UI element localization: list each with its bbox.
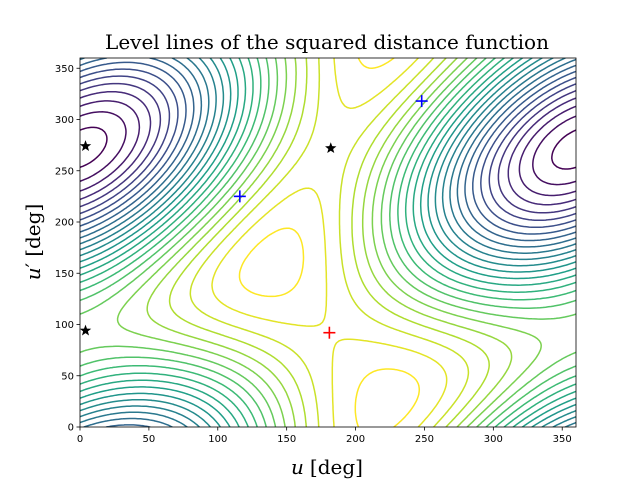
contour-level [80,58,576,427]
contour-level [189,58,470,427]
contour-level [80,58,576,427]
contour-lines [80,58,576,427]
contour-level [80,75,576,222]
contour-level [211,58,448,427]
x-tick-label: 0 [77,434,83,445]
contour-level [80,58,576,427]
y-tick-label: 50 [61,371,74,382]
contour-level [116,58,542,427]
contour-level [80,58,576,427]
contour-level [168,58,490,427]
contour-level [80,61,576,235]
y-axis-label: u′ [deg] [21,204,45,280]
contour-level [80,90,576,206]
y-tick-label: 200 [55,218,74,229]
x-tick-label: 300 [484,434,503,445]
star-marker [79,324,92,336]
contour-level [238,58,421,427]
y-axis-unit: [deg] [21,204,45,257]
y-tick-label: 150 [55,269,74,280]
x-tick-label: 200 [346,434,365,445]
contour-level [80,58,576,427]
x-tick-label: 50 [143,434,156,445]
contour-level [80,82,576,214]
x-tick-label: 250 [415,434,434,445]
x-axis-unit: [deg] [310,455,363,479]
contour-level [80,58,576,427]
saddle-marker [415,95,428,108]
y-tick-label: 250 [55,166,74,177]
y-tick-label: 100 [55,320,74,331]
minimum-marker [323,326,336,339]
contour-level [80,58,576,427]
saddle-marker [233,190,246,203]
contour-level [80,58,576,427]
chart-title: Level lines of the squared distance func… [105,30,549,54]
y-tick-label: 350 [55,64,74,75]
contour-level [80,126,576,170]
contour-level [80,100,576,197]
y-axis-var: u [21,267,45,280]
y-tick-label: 300 [55,115,74,126]
x-axis-var: u [291,455,304,479]
plot-frame [79,57,577,428]
axis-ticks: 0 50 100 150 200 250 300 350 0 50 100 150 200 250 300 3… [55,64,572,445]
contour-level [80,58,576,427]
x-tick-label: 350 [553,434,572,445]
contour-level [80,58,576,427]
star-marker [325,142,337,154]
y-axis-prime: ′ [21,262,45,267]
star-marker [79,140,92,151]
x-axis-label: u [deg] [291,455,363,479]
x-tick-label: 150 [277,434,296,445]
contour-level [80,111,576,186]
contour-level [80,68,576,229]
y-tick-label: 0 [68,423,74,434]
markers [79,95,428,339]
x-tick-label: 100 [208,434,227,445]
